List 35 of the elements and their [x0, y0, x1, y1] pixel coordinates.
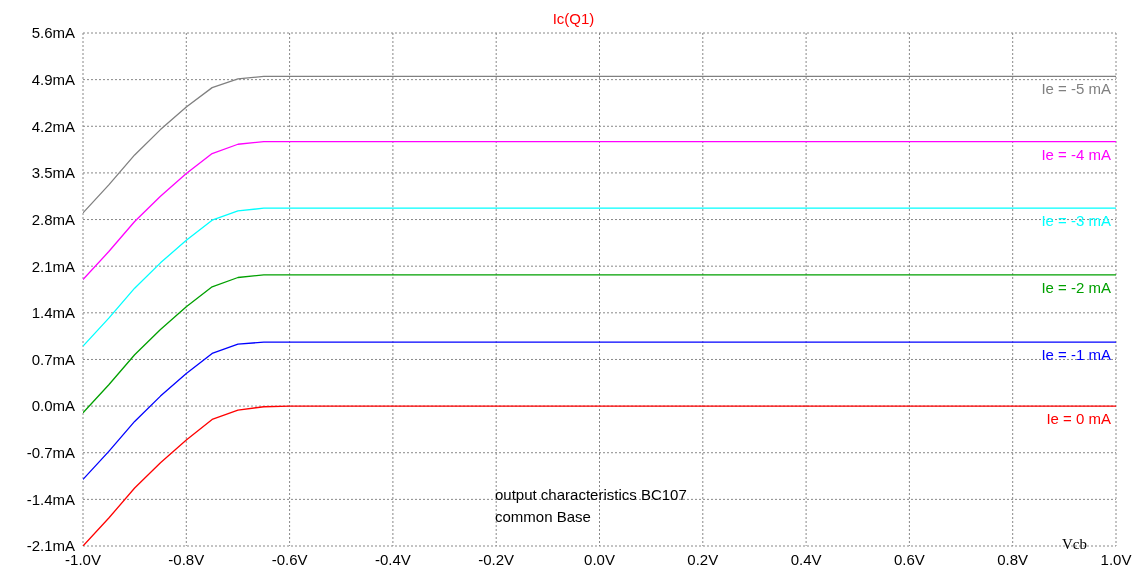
annotation: output characteristics BC107: [495, 485, 687, 505]
y-tick-label: 5.6mA: [31, 24, 75, 42]
y-tick-label: 3.5mA: [31, 164, 75, 182]
x-tick-label: 0.8V: [997, 550, 1029, 568]
line-series: [83, 274, 1116, 414]
x-tick-label: 0.6V: [893, 550, 925, 568]
x-tick-label: -0.4V: [374, 550, 411, 568]
line-series: [83, 341, 1116, 481]
chart-title: Ic(Q1): [552, 10, 595, 27]
x-tick-label: -0.2V: [478, 550, 515, 568]
y-tick-label: -1.4mA: [26, 490, 75, 508]
series-label: Ie = -3 mA: [1041, 212, 1111, 230]
x-tick-label: -0.6V: [271, 550, 308, 568]
y-tick-label: 0.0mA: [31, 397, 75, 415]
series-label: Ie = -2 mA: [1041, 278, 1111, 296]
y-tick-label: 4.2mA: [31, 117, 75, 135]
x-tick-label: 1.0V: [1100, 550, 1132, 568]
x-tick-label: 0.2V: [687, 550, 719, 568]
series-label: Ie = -1 mA: [1041, 346, 1111, 364]
line-series: [83, 140, 1116, 281]
x-axis-title: Vcb: [1062, 536, 1087, 553]
y-tick-label: 2.1mA: [31, 257, 75, 275]
series-label: Ie = -4 mA: [1041, 145, 1111, 163]
y-tick-label: -0.7mA: [26, 444, 75, 462]
x-tick-label: 0.0V: [584, 550, 615, 568]
y-tick-label: 0.7mA: [31, 350, 75, 368]
annotation: common Base: [495, 507, 592, 527]
y-tick-label: 4.9mA: [31, 70, 75, 88]
x-tick-label: 0.4V: [790, 550, 822, 568]
series-label: Ie = -5 mA: [1041, 80, 1111, 98]
y-tick-label: 1.4mA: [31, 304, 75, 322]
series-label: Ie = 0 mA: [1046, 410, 1111, 428]
line-series: [83, 207, 1116, 347]
y-tick-label: 2.8mA: [31, 210, 75, 228]
x-tick-label: -0.8V: [168, 550, 205, 568]
